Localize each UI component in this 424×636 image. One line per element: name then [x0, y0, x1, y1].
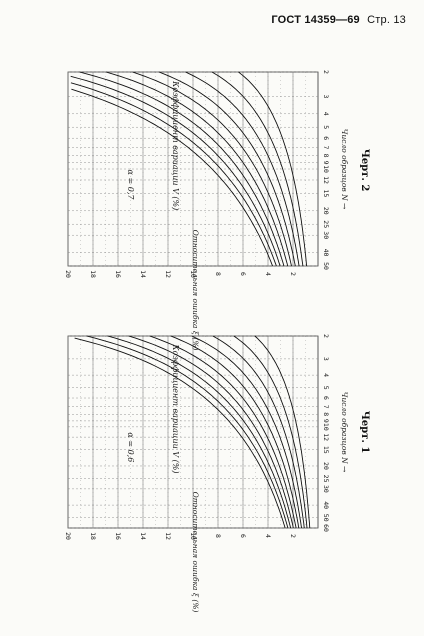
series-line — [254, 335, 311, 529]
series-line — [233, 335, 308, 529]
x-tick-label: 4 — [322, 373, 330, 377]
y-tick-label: 6 — [239, 272, 247, 276]
y-tick-label: 18 — [89, 270, 97, 278]
chart-2: 2345678910121520253040502468101214161820… — [64, 70, 370, 350]
x-tick-label: 6 — [322, 396, 330, 400]
series-line — [79, 71, 285, 267]
series-line — [128, 335, 294, 529]
series-line — [132, 71, 292, 267]
x-tick-label: 50 — [322, 514, 330, 522]
page-header: ГОСТ 14359—69 Стр. 13 — [271, 14, 406, 26]
x-tick-label: 50 — [322, 262, 330, 270]
series-line — [158, 71, 296, 267]
x-tick-label: 10 — [322, 165, 330, 173]
y-tick-label: 2 — [289, 534, 297, 538]
x-tick-label: 8 — [322, 412, 330, 416]
x-tick-label: 9 — [322, 161, 330, 165]
y-tick-label: 8 — [214, 534, 222, 538]
y-tick-label: 4 — [264, 272, 272, 276]
x-tick-label: 3 — [322, 94, 330, 98]
series-line — [170, 335, 300, 529]
curve-family-label: Коэффициент вариации V (%) — [171, 80, 180, 210]
x-tick-label: 2 — [322, 334, 330, 338]
series-line — [71, 88, 274, 267]
x-tick-label: 7 — [322, 405, 330, 409]
x-tick-label: 40 — [322, 501, 330, 509]
curve-family-label: Коэффициент вариации V (%) — [171, 343, 180, 473]
y-tick-label: 14 — [139, 532, 147, 540]
series-line — [211, 71, 304, 267]
x-tick-label: 25 — [322, 475, 330, 483]
x-tick-label: 15 — [322, 446, 330, 454]
series-line — [107, 335, 292, 529]
x-tick-label: 7 — [322, 146, 330, 150]
x-tick-label: 10 — [322, 423, 330, 431]
y-tick-label: 6 — [239, 534, 247, 538]
y-tick-label: 10 — [189, 532, 197, 540]
series-line — [105, 71, 289, 267]
y-tick-label: 20 — [64, 532, 72, 540]
y-tick-label: 12 — [164, 532, 172, 540]
series-line — [70, 82, 277, 267]
series-line — [149, 335, 297, 529]
series-line — [74, 337, 286, 529]
alpha-label: α = 0,7 — [126, 170, 135, 201]
x-tick-label: 60 — [322, 524, 330, 532]
y-tick-label: 16 — [114, 270, 122, 278]
series-line — [86, 335, 289, 529]
x-tick-label: 12 — [322, 176, 330, 184]
series-line — [70, 75, 281, 267]
y-tick-label: 18 — [89, 532, 97, 540]
x-tick-label: 2 — [322, 70, 330, 74]
x-tick-label: 20 — [322, 462, 330, 470]
x-tick-label: 15 — [322, 190, 330, 198]
y-tick-label: 4 — [264, 534, 272, 538]
y-axis-label: Относительная ошибка ξ (%) — [191, 492, 200, 613]
series-line — [212, 335, 305, 529]
x-tick-label: 25 — [322, 220, 330, 228]
y-tick-label: 10 — [189, 270, 197, 278]
x-tick-label: 6 — [322, 136, 330, 140]
page-number: Стр. 13 — [367, 14, 406, 26]
x-tick-label: 5 — [322, 386, 330, 390]
y-tick-label: 14 — [139, 270, 147, 278]
y-tick-label: 8 — [214, 272, 222, 276]
x-tick-label: 30 — [322, 485, 330, 493]
x-tick-label: 30 — [322, 231, 330, 239]
x-tick-label: 8 — [322, 154, 330, 158]
series-line — [185, 71, 300, 267]
y-tick-label: 12 — [164, 270, 172, 278]
standard-number: ГОСТ 14359—69 — [271, 14, 360, 26]
series-line — [191, 335, 303, 529]
x-tick-label: 3 — [322, 357, 330, 361]
chart-caption: Черт. 2 — [359, 149, 370, 192]
x-tick-label: 4 — [322, 112, 330, 116]
y-tick-label: 20 — [64, 270, 72, 278]
x-axis-label: Число образцов N → — [340, 392, 349, 473]
y-axis-label: Относительная ошибка ξ (%) — [191, 230, 200, 351]
alpha-label: α = 0,6 — [126, 432, 135, 462]
y-tick-label: 16 — [114, 532, 122, 540]
x-tick-label: 20 — [322, 207, 330, 215]
x-tick-label: 5 — [322, 125, 330, 129]
x-axis-label: Число образцов N → — [340, 129, 349, 210]
x-tick-label: 9 — [322, 419, 330, 423]
x-tick-label: 12 — [322, 433, 330, 441]
series-line — [238, 71, 308, 267]
y-tick-label: 2 — [289, 272, 297, 276]
x-tick-label: 40 — [322, 249, 330, 257]
chart-1: 2345678910121520253040506024681012141618… — [64, 334, 370, 612]
chart-caption: Черт. 1 — [359, 411, 370, 454]
